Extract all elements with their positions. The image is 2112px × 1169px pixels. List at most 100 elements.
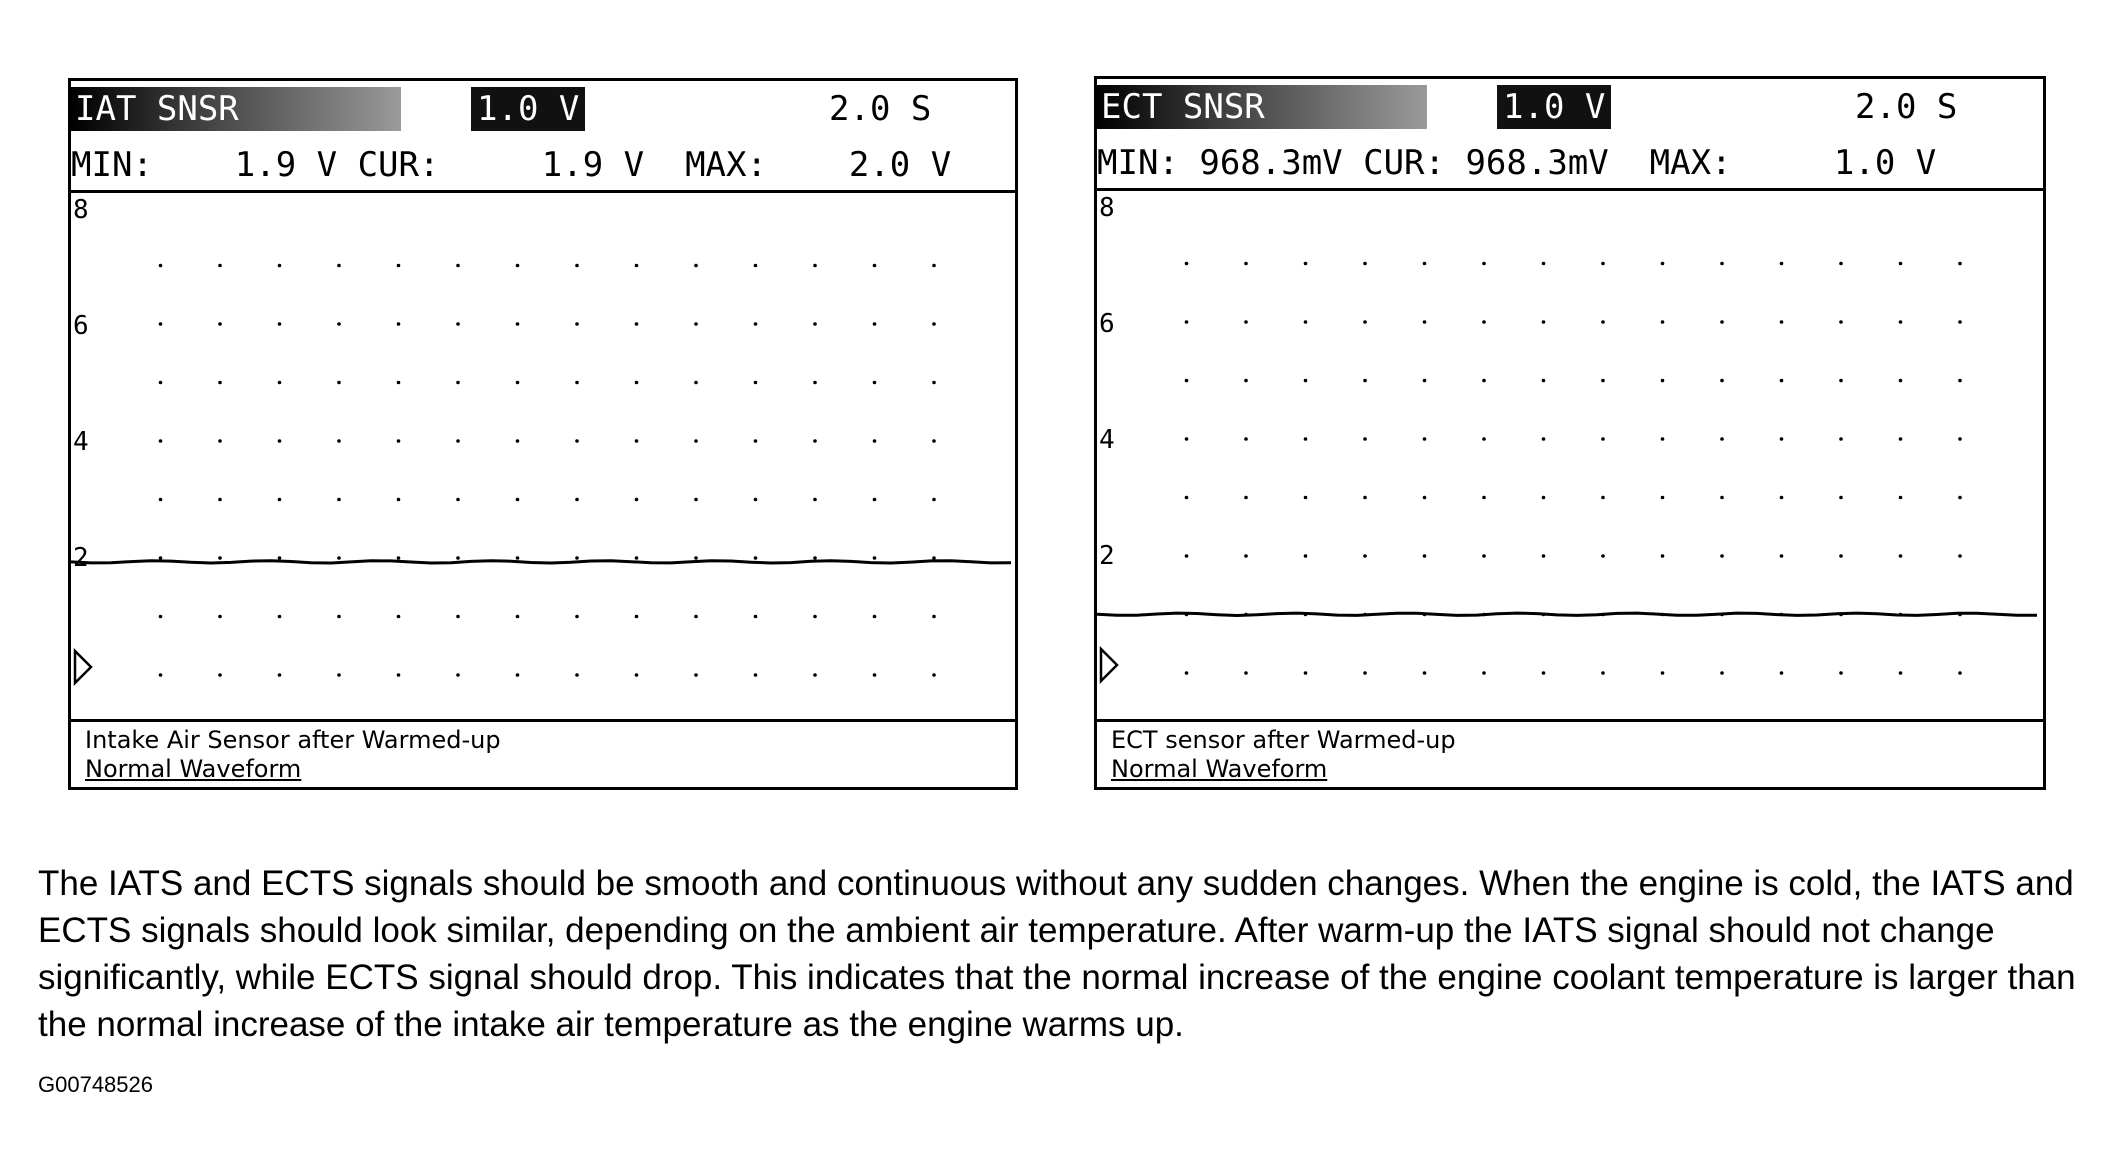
grid-dot — [1898, 495, 1903, 500]
grid-dot — [634, 439, 639, 443]
grid-dot — [1303, 320, 1308, 324]
grid-dot — [1898, 554, 1903, 558]
grid-dot — [1839, 378, 1843, 383]
scope-header: IAT SNSR 1.0 V 2.0 S — [71, 81, 1015, 139]
grid-dot — [694, 380, 698, 385]
scope-caption: Intake Air Sensor after Warmed-up Normal… — [71, 719, 1015, 787]
grid-dot — [575, 439, 579, 443]
waveform-grid-svg — [1097, 261, 2038, 685]
grid-dot — [1303, 495, 1308, 500]
grid-dot — [1184, 495, 1189, 500]
grid-dot — [1720, 554, 1724, 558]
grid-dot — [1303, 261, 1308, 266]
grid-dot — [1898, 378, 1903, 383]
grid-dot — [456, 322, 460, 326]
grid-dot — [1184, 554, 1189, 558]
grid-dot — [1363, 261, 1367, 266]
grid-dot — [158, 439, 163, 443]
y-label-6: 6 — [1099, 309, 1115, 339]
grid-dot — [337, 673, 341, 677]
grid-dot — [813, 614, 817, 619]
grid-dot — [694, 497, 698, 502]
y-label-4: 4 — [73, 427, 89, 457]
figure-id: G00748526 — [38, 1072, 153, 1097]
grid-dot — [1422, 378, 1427, 383]
grid-dot — [1244, 554, 1248, 558]
grid-dot — [694, 322, 698, 326]
grid-dot — [872, 322, 877, 326]
grid-dot — [1601, 437, 1605, 441]
grid-dot — [515, 380, 520, 385]
grid-dot — [1541, 378, 1546, 383]
grid-dot — [1839, 320, 1843, 324]
grid-dot — [158, 614, 163, 619]
grid-dot — [872, 497, 877, 502]
grid-dot — [753, 556, 758, 560]
grid-dot — [1898, 261, 1903, 266]
grid-dot — [277, 673, 282, 677]
grid-dot — [932, 556, 936, 560]
grid-dot — [1660, 378, 1665, 383]
grid-dot — [872, 556, 877, 560]
grid-dot — [694, 439, 698, 443]
grid-dot — [396, 673, 401, 677]
grid-dot — [1244, 495, 1248, 500]
grid-dot — [932, 439, 936, 443]
signal-trace — [71, 559, 1012, 565]
grid-dot — [932, 673, 936, 677]
grid-dot — [634, 497, 639, 502]
grid-dot — [1601, 554, 1605, 558]
grid-dot — [575, 556, 579, 560]
grid-dot — [515, 497, 520, 502]
grid-dot — [694, 263, 698, 268]
grid-dot — [1779, 320, 1784, 324]
grid-dot — [1660, 437, 1665, 441]
grid-dot — [1541, 495, 1546, 500]
grid-dot — [1244, 320, 1248, 324]
grid-dot — [813, 556, 817, 560]
grid-dot — [218, 439, 222, 443]
grid-dot — [396, 322, 401, 326]
grid-dot — [1541, 437, 1546, 441]
grid-dot — [634, 380, 639, 385]
grid-dot — [1839, 495, 1843, 500]
grid-dot — [1660, 261, 1665, 266]
grid-dot — [1303, 378, 1308, 383]
grid-dot — [634, 614, 639, 619]
grid-dot — [1958, 261, 1962, 266]
volts-per-div: 1.0 V — [471, 87, 586, 131]
grid-dot — [337, 614, 341, 619]
grid-dot — [277, 380, 282, 385]
waveform-grid-svg — [71, 263, 1012, 687]
grid-dot — [158, 497, 163, 502]
grid-dot — [218, 673, 222, 677]
grid-dot — [753, 439, 758, 443]
grid-dot — [1720, 261, 1724, 266]
grid-dot — [456, 614, 460, 619]
grid-dot — [575, 263, 579, 268]
grid-dot — [1958, 320, 1962, 324]
time-base: 2.0 S — [1855, 87, 1958, 127]
grid-dot — [277, 614, 282, 619]
grid-dot — [1720, 378, 1724, 383]
grid-dot — [753, 673, 758, 677]
grid-dot — [813, 263, 817, 268]
grid-dot — [1958, 378, 1962, 383]
grid-dot — [337, 263, 341, 268]
grid-dot — [1839, 554, 1843, 558]
grid-dot — [1839, 437, 1843, 441]
grid-dot — [1779, 554, 1784, 558]
grid-dot — [634, 556, 639, 560]
grid-dot — [575, 380, 579, 385]
readings-row: MIN: 1.9 V CUR: 1.9 V MAX: 2.0 V — [71, 139, 1015, 193]
caption-line-1: ECT sensor after Warmed-up — [1111, 726, 1456, 754]
grid-dot — [634, 322, 639, 326]
grid-dot — [575, 614, 579, 619]
volts-per-div: 1.0 V — [1497, 85, 1612, 129]
grid-dot — [694, 556, 698, 560]
grid-dot — [337, 380, 341, 385]
grid-dot — [277, 497, 282, 502]
grid-dot — [872, 380, 877, 385]
grid-dot — [872, 673, 877, 677]
signal-trace — [1097, 611, 2038, 618]
